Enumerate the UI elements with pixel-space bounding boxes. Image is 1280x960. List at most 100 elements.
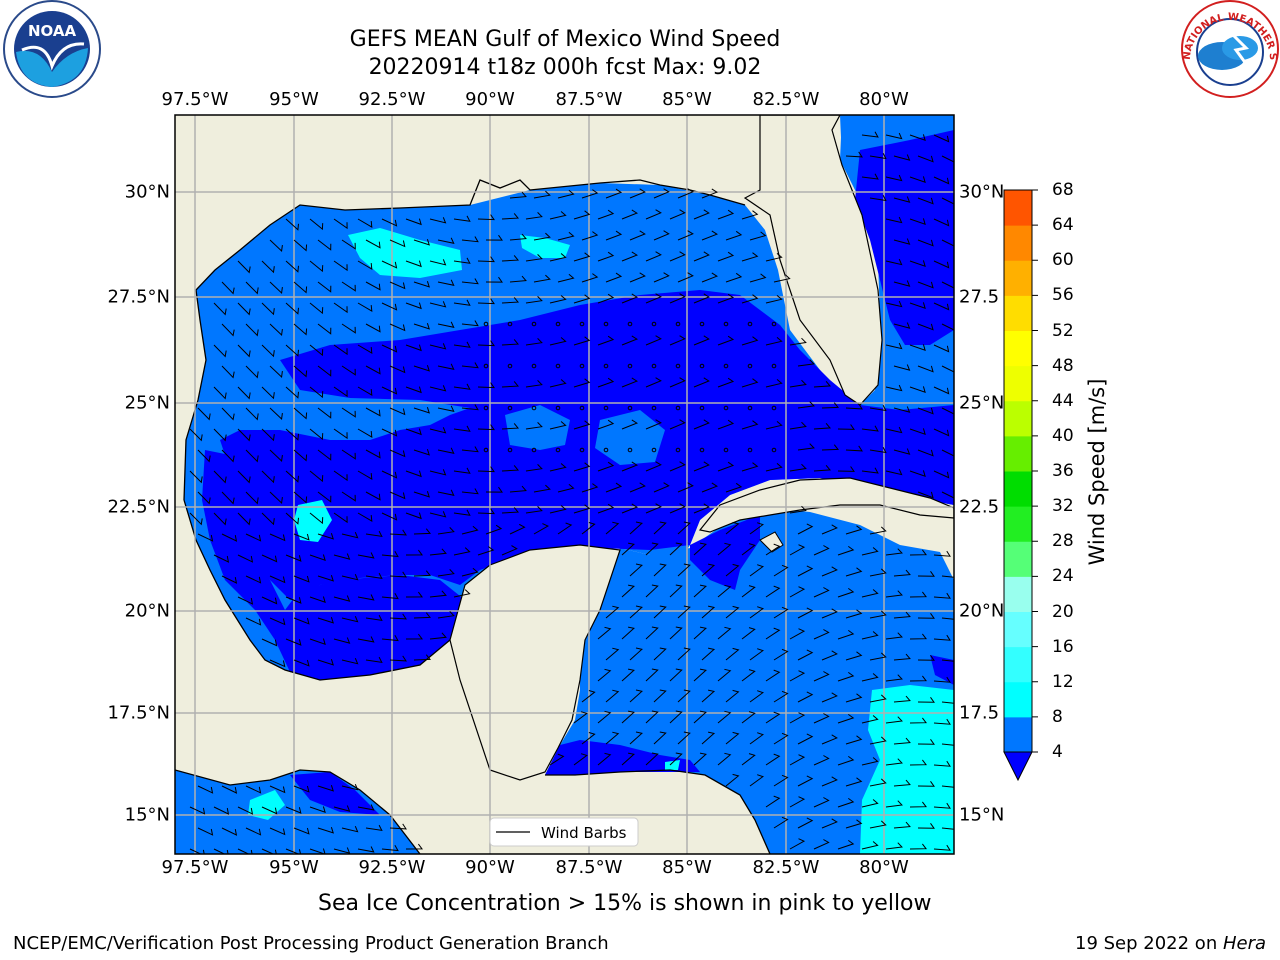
wind-barb bbox=[917, 239, 934, 247]
calm-barb bbox=[699, 447, 705, 453]
wind-barb bbox=[405, 843, 423, 850]
wind-barb bbox=[701, 647, 716, 661]
wind-barb bbox=[933, 344, 950, 353]
coastline-mexico bbox=[183, 499, 451, 681]
wind-barb bbox=[909, 176, 926, 183]
wind-barb bbox=[333, 302, 348, 314]
wind-barb bbox=[269, 323, 283, 337]
colorbar-segment bbox=[1004, 611, 1032, 648]
wind-barb bbox=[341, 323, 356, 334]
colorbar-tick-label: 68 bbox=[1052, 180, 1074, 200]
colorbar-tick-label: 44 bbox=[1052, 390, 1074, 411]
wind-barb bbox=[557, 189, 575, 199]
wind-barb bbox=[717, 419, 735, 430]
wind-barb bbox=[773, 732, 789, 745]
wind-barb bbox=[933, 386, 950, 395]
wind-barb bbox=[581, 732, 596, 745]
wind-barb bbox=[941, 449, 954, 457]
wind-barb bbox=[741, 210, 759, 220]
wind-barb bbox=[413, 239, 430, 246]
calm-barb bbox=[675, 447, 681, 453]
wind-barb bbox=[749, 231, 767, 241]
wind-barb bbox=[653, 188, 670, 199]
wind-barb bbox=[389, 365, 406, 374]
wind-barb bbox=[885, 216, 903, 224]
wind-barb bbox=[333, 260, 348, 272]
wind-barb bbox=[189, 806, 206, 815]
wind-barb bbox=[893, 238, 911, 245]
colorbar-tick-label: 20 bbox=[1052, 601, 1074, 622]
wind-barb bbox=[797, 443, 815, 451]
wind-barb bbox=[573, 336, 591, 346]
wind-barb bbox=[941, 155, 954, 163]
wind-barb bbox=[477, 546, 495, 556]
wind-barb bbox=[317, 323, 332, 335]
lon-label-top: 97.5°W bbox=[161, 89, 229, 110]
wind-barb bbox=[677, 605, 691, 619]
calm-barb bbox=[531, 447, 537, 453]
wind-barb bbox=[789, 796, 806, 808]
wind-barb bbox=[869, 404, 887, 412]
wind-barb bbox=[309, 218, 324, 231]
wind-barb bbox=[893, 280, 911, 287]
wind-barb bbox=[477, 256, 495, 263]
lat-label-left: 25°N bbox=[124, 392, 170, 414]
wind-barb bbox=[749, 606, 764, 619]
wind-barb bbox=[413, 491, 430, 498]
wind-barb bbox=[597, 419, 615, 430]
wind-barb bbox=[317, 785, 334, 792]
wind-barb bbox=[741, 336, 759, 346]
wind-barb bbox=[237, 260, 251, 274]
wind-barb bbox=[453, 589, 471, 598]
wind-barb bbox=[597, 293, 615, 304]
wind-barb bbox=[741, 669, 756, 682]
wind-barb bbox=[917, 197, 934, 205]
wind-barb bbox=[261, 428, 275, 442]
wind-barb bbox=[693, 335, 710, 346]
lon-label-top: 80°W bbox=[859, 89, 909, 110]
wind-barb bbox=[941, 365, 954, 373]
wind-barb bbox=[765, 543, 781, 556]
wind-barb bbox=[285, 386, 299, 399]
colorbar-segment bbox=[1004, 541, 1032, 577]
low-wind-pacific bbox=[290, 772, 380, 815]
calm-barb bbox=[579, 321, 585, 327]
wind-barb bbox=[621, 626, 635, 640]
wind-barb bbox=[269, 407, 283, 421]
lat-label-right: 17.5 bbox=[959, 702, 1000, 724]
wind-barb bbox=[597, 209, 615, 220]
wind-barb bbox=[461, 278, 479, 285]
wind-barb-legend: Wind Barbs bbox=[489, 817, 639, 847]
wind-barb bbox=[845, 151, 863, 158]
wind-barb bbox=[581, 231, 599, 241]
wind-barb bbox=[821, 524, 838, 535]
wind-barb bbox=[797, 565, 814, 577]
wind-barb bbox=[813, 713, 830, 724]
wind-barb bbox=[933, 592, 951, 599]
wind-barb bbox=[621, 710, 635, 724]
wind-barb bbox=[293, 365, 308, 378]
wind-barb bbox=[669, 752, 683, 766]
wind-barb bbox=[677, 230, 694, 241]
wind-barb bbox=[285, 512, 299, 525]
wind-barb bbox=[341, 365, 356, 376]
lat-label-left: 22.5°N bbox=[107, 496, 170, 518]
colorbar-segment bbox=[1004, 716, 1032, 753]
wind-barb bbox=[669, 209, 686, 220]
wind-barb bbox=[333, 805, 351, 812]
wind-barb bbox=[477, 508, 495, 515]
graticule bbox=[175, 115, 954, 854]
wind-barb bbox=[317, 491, 332, 503]
wind-barb bbox=[789, 628, 806, 640]
wind-barb bbox=[213, 848, 229, 854]
wind-barb bbox=[725, 731, 740, 745]
wind-barb bbox=[605, 521, 620, 535]
wind-barb bbox=[269, 575, 286, 584]
wind-barb bbox=[677, 647, 691, 661]
wind-barb bbox=[933, 550, 951, 557]
wind-barb bbox=[941, 785, 954, 788]
calm-barb bbox=[555, 447, 561, 453]
wind-barb bbox=[845, 403, 863, 410]
lon-label-bottom: 95°W bbox=[269, 857, 319, 878]
wind-barb bbox=[629, 188, 646, 199]
